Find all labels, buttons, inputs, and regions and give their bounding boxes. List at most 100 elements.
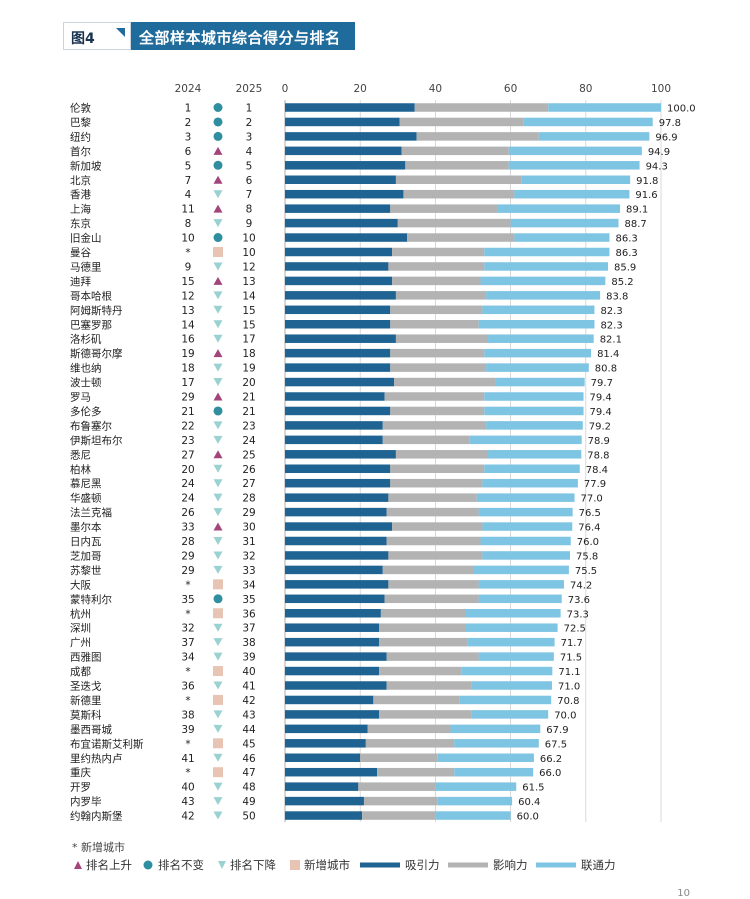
bar-attraction [285, 565, 383, 575]
bar-influence [397, 218, 511, 228]
bar-connectivity [471, 681, 552, 690]
rank-2025: 44 [242, 724, 256, 736]
total-score-label: 79.4 [590, 393, 612, 404]
total-score-label: 60.4 [518, 797, 540, 808]
bar-influence [392, 276, 481, 286]
rank-up-icon [213, 522, 223, 531]
bar-connectivity [486, 421, 583, 430]
rank-2024: 34 [181, 652, 195, 664]
city-label: 芝加哥 [70, 549, 102, 562]
bar-attraction [285, 334, 396, 343]
rank-2025: 36 [242, 608, 256, 620]
rank-2025: 21 [242, 406, 255, 418]
bar-attraction [285, 710, 379, 719]
rank-down-icon [213, 479, 223, 488]
bar-connectivity [482, 305, 595, 315]
bar-attraction [285, 536, 387, 546]
total-score-label: 94.3 [646, 161, 668, 172]
bar-influence [414, 103, 549, 112]
rank-2025: 48 [242, 782, 255, 794]
footnote: * 新增城市 [72, 841, 125, 854]
rank-2024: 42 [181, 811, 194, 823]
bar-attraction [285, 161, 406, 170]
bar-attraction [285, 204, 391, 213]
bar-connectivity [482, 551, 571, 560]
rank-down-icon [213, 334, 223, 343]
rank-2025: 24 [242, 435, 256, 447]
city-label: 哥本哈根 [70, 289, 112, 302]
rank-2025: 30 [242, 522, 255, 534]
rank-down-icon [213, 782, 223, 791]
total-score-label: 79.7 [591, 378, 613, 389]
bar-connectivity [478, 507, 573, 517]
legend-influence-label: 影响力 [493, 858, 528, 872]
city-label: 杭州 [70, 607, 91, 620]
bar-connectivity [482, 478, 578, 488]
bar-attraction [285, 767, 378, 777]
bar-connectivity [467, 637, 555, 647]
bar-influence [365, 739, 455, 748]
rank-2025: 13 [242, 276, 255, 288]
bar-attraction [285, 247, 393, 257]
figure-title: 全部样本城市综合得分与排名 [139, 29, 341, 47]
bar-connectivity [473, 565, 569, 575]
rank-2024: 29 [181, 392, 194, 404]
rank-2024: 32 [181, 623, 194, 635]
total-score-label: 85.9 [614, 262, 636, 273]
city-label: 波士顿 [70, 376, 102, 389]
bar-attraction [285, 580, 389, 589]
rank-2025: 25 [242, 449, 255, 461]
bar-influence [407, 233, 515, 242]
rank-new-icon [213, 666, 223, 677]
rank-2024: 16 [181, 334, 195, 346]
city-label: 布鲁塞尔 [70, 419, 112, 432]
bar-connectivity [450, 724, 541, 734]
bar-attraction [285, 117, 400, 127]
bar-attraction [285, 666, 379, 676]
bar-attraction [285, 392, 385, 401]
bar-connectivity [454, 739, 539, 748]
bar-influence [394, 377, 496, 387]
rank-2025: 46 [242, 753, 256, 765]
rank-down-icon [213, 219, 223, 228]
rank-down-icon [213, 378, 223, 387]
rank-2024: 29 [181, 565, 194, 577]
bar-connectivity [437, 796, 513, 806]
rank-2025: 20 [242, 377, 255, 389]
rank-2025: 10 [242, 233, 255, 245]
city-label: 柏林 [70, 463, 91, 476]
rank-2024: 24 [181, 493, 195, 505]
bar-connectivity [484, 262, 608, 271]
total-score-label: 78.9 [588, 436, 610, 447]
bar-influence [401, 146, 509, 156]
rank-2024: 35 [181, 594, 194, 606]
total-score-label: 77.0 [581, 494, 603, 505]
bar-attraction [285, 320, 391, 329]
rank-2024: 41 [181, 753, 194, 765]
bar-influence [388, 493, 477, 502]
legend-graphics: 排名上升 排名不变 排名下降 新增城市 吸引力 影响力 联通力 [74, 858, 616, 872]
bar-attraction [285, 724, 368, 734]
bar-attraction [285, 377, 395, 387]
bar-attraction [285, 233, 408, 242]
legend-same-label: 排名不变 [158, 858, 204, 872]
bar-connectivity [484, 406, 584, 416]
rank-2024: 28 [181, 536, 194, 548]
rank-2024: 10 [181, 233, 194, 245]
bar-influence [382, 565, 473, 575]
bar-influence [390, 348, 485, 358]
rank-2024: 3 [185, 131, 192, 143]
rank-2025: 14 [242, 290, 256, 302]
bar-attraction [285, 594, 385, 604]
rank-2025: 49 [242, 796, 255, 808]
bar-influence [379, 710, 472, 719]
bar-connectivity [435, 782, 517, 791]
bar-influence [390, 478, 483, 488]
rank-2024: 20 [181, 464, 194, 476]
page-number: 10 [677, 888, 690, 899]
rank-down-icon [213, 623, 223, 632]
total-score-label: 61.5 [522, 783, 544, 794]
rank-2025: 27 [242, 478, 255, 490]
rank-2025: 17 [242, 334, 255, 346]
rank-same-icon [213, 131, 223, 141]
